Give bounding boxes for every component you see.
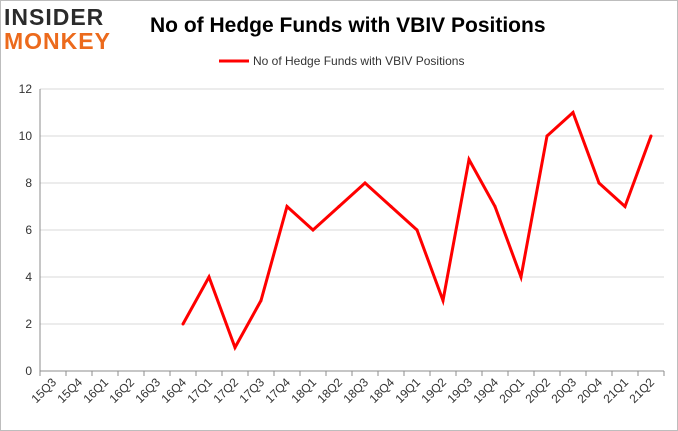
data-point bbox=[415, 228, 419, 232]
data-point bbox=[207, 275, 211, 279]
x-tick-label: 18Q4 bbox=[366, 375, 397, 406]
data-point bbox=[571, 111, 575, 114]
data-point bbox=[181, 322, 185, 326]
y-tick-label: 10 bbox=[19, 129, 33, 143]
x-tick-label: 19Q4 bbox=[470, 375, 501, 406]
y-tick-labels: 0 2 4 6 8 10 12 bbox=[19, 82, 33, 378]
y-tick-label: 2 bbox=[25, 317, 32, 331]
logo-line-2: MONKEY bbox=[4, 28, 111, 54]
data-point bbox=[545, 134, 549, 138]
legend-label: No of Hedge Funds with VBIV Positions bbox=[253, 54, 464, 68]
x-tick-label: 17Q3 bbox=[236, 375, 267, 406]
x-tick-label: 19Q3 bbox=[444, 375, 475, 406]
data-point bbox=[623, 205, 627, 208]
data-point bbox=[363, 181, 367, 185]
x-tick-label: 15Q3 bbox=[28, 375, 59, 406]
y-tick-label: 4 bbox=[25, 270, 32, 284]
x-tick-label: 17Q4 bbox=[262, 375, 293, 406]
x-tick-label: 19Q2 bbox=[418, 375, 449, 406]
x-tick-label: 16Q1 bbox=[80, 375, 111, 406]
data-point bbox=[597, 181, 601, 185]
x-tick-label: 21Q1 bbox=[600, 375, 631, 406]
data-point bbox=[285, 205, 289, 208]
data-point bbox=[337, 205, 341, 208]
data-point bbox=[259, 299, 263, 302]
y-tick-label: 8 bbox=[25, 176, 32, 190]
x-tick-label: 19Q1 bbox=[392, 375, 423, 406]
series-lines bbox=[181, 109, 653, 352]
x-tick-label: 20Q1 bbox=[496, 375, 527, 406]
x-tick-label: 15Q4 bbox=[54, 375, 85, 406]
x-tick-label: 16Q2 bbox=[106, 375, 137, 406]
data-point bbox=[389, 205, 393, 208]
data-point bbox=[649, 134, 653, 138]
legend: No of Hedge Funds with VBIV Positions bbox=[219, 54, 464, 68]
grid-lines bbox=[40, 88, 664, 325]
data-point bbox=[233, 346, 237, 349]
x-tick-label: 16Q4 bbox=[158, 375, 189, 406]
x-tick-label: 20Q2 bbox=[522, 375, 553, 406]
x-tick-label: 18Q1 bbox=[288, 375, 319, 406]
y-tick-label: 0 bbox=[25, 364, 32, 378]
data-point bbox=[441, 299, 445, 302]
x-tick-label: 17Q2 bbox=[210, 375, 241, 406]
chart-title: No of Hedge Funds with VBIV Positions bbox=[150, 14, 546, 37]
data-point bbox=[467, 158, 471, 161]
x-tick-label: 17Q1 bbox=[184, 375, 215, 406]
x-tick-label: 18Q3 bbox=[340, 375, 371, 406]
y-tick-label: 12 bbox=[19, 82, 33, 96]
x-tick-label: 20Q3 bbox=[548, 375, 579, 406]
x-tick-label: 18Q2 bbox=[314, 375, 345, 406]
data-point bbox=[493, 205, 497, 208]
axes bbox=[39, 89, 665, 376]
x-tick-labels: 15Q315Q416Q116Q216Q316Q417Q117Q217Q317Q4… bbox=[28, 375, 657, 406]
data-point bbox=[311, 228, 315, 232]
insider-monkey-logo: INSIDER MONKEY bbox=[4, 6, 128, 53]
x-tick-label: 20Q4 bbox=[574, 375, 605, 406]
logo-line-1: INSIDER bbox=[4, 4, 105, 30]
x-tick-label: 21Q2 bbox=[626, 375, 657, 406]
data-point bbox=[519, 275, 523, 279]
y-tick-label: 6 bbox=[25, 223, 32, 237]
x-tick-label: 16Q3 bbox=[132, 375, 163, 406]
